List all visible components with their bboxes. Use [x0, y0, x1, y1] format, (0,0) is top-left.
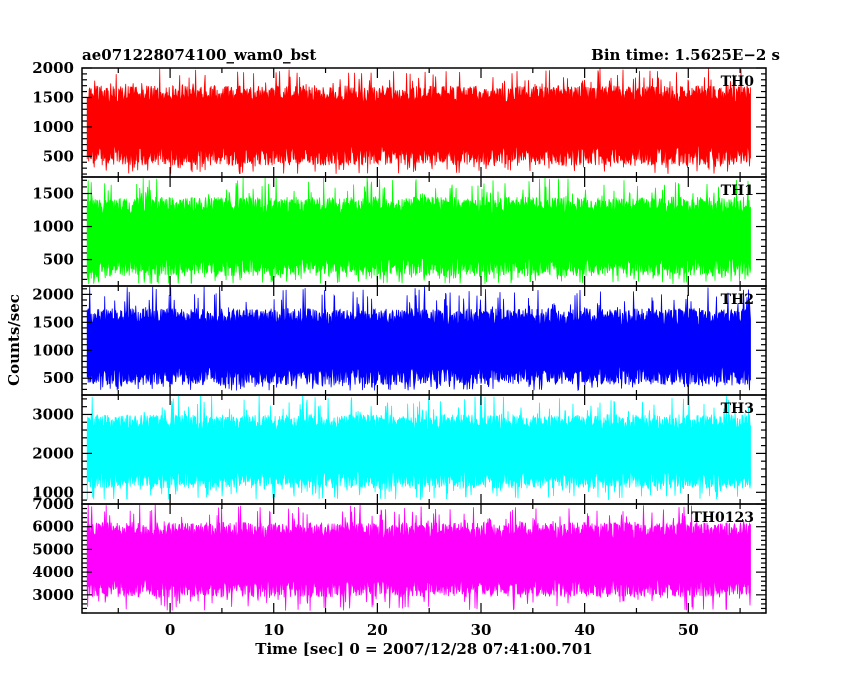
y-tick-label: 6000 [32, 518, 74, 536]
y-tick-label: 1500 [32, 88, 74, 106]
x-tick-label: 40 [574, 621, 595, 639]
y-tick-label: 2000 [32, 59, 74, 77]
panel-th1: 500 1000 1500 TH1 [32, 176, 767, 287]
panel-label-th1: TH1 [721, 183, 754, 199]
y-tick-label: 1000 [32, 341, 74, 359]
panel-th3: 1000 2000 3000 TH3 [32, 394, 767, 505]
y-tick-label: 4000 [32, 563, 74, 581]
y-tick-label: 5000 [32, 540, 74, 558]
series-th1 [86, 177, 751, 285]
series-th3 [86, 395, 751, 501]
y-tick-label: 1000 [32, 218, 74, 236]
y-tick-label: 1000 [32, 118, 74, 136]
y-tick-label: 7000 [32, 495, 74, 513]
panel-label-th0123: TH0123 [691, 510, 754, 526]
x-tick-label: 0 [165, 621, 175, 639]
bin-time-label: Bin time: 1.5625E−2 s [591, 46, 780, 64]
panel-th0123: 3000 4000 5000 6000 7000 TH0123 [32, 495, 767, 614]
y-tick-label: 1000 [32, 483, 74, 501]
y-tick-label: 3000 [32, 405, 74, 423]
figure-title: ae071228074100_wam0_bst [82, 46, 316, 64]
x-tick-label: 30 [471, 621, 492, 639]
y-tick-label: 2000 [32, 285, 74, 303]
panel-th0: 500 1000 1500 2000 TH0 [32, 59, 767, 178]
panel-label-th3: TH3 [721, 401, 754, 417]
y-axis-title: Counts/sec [5, 294, 23, 386]
y-tick-label: 1500 [32, 185, 74, 203]
x-tick-label: 50 [678, 621, 699, 639]
y-tick-label: 500 [43, 251, 74, 269]
y-tick-label: 500 [43, 147, 74, 165]
y-tick-label: 500 [43, 369, 74, 387]
y-tick-label: 2000 [32, 444, 74, 462]
x-tick-label: 20 [367, 621, 388, 639]
series-th2 [86, 286, 751, 392]
x-tick-label: 10 [263, 621, 284, 639]
x-axis-title: Time [sec] 0 = 2007/12/28 07:41:00.701 [255, 640, 592, 658]
panel-label-th2: TH2 [721, 292, 754, 308]
y-tick-label: 3000 [32, 586, 74, 604]
y-tick-label: 1500 [32, 313, 74, 331]
panel-th2: 500 1000 1500 2000 TH2 [32, 285, 767, 396]
series-th0 [86, 68, 751, 175]
series-th0123 [86, 504, 751, 611]
panel-label-th0: TH0 [721, 74, 755, 90]
